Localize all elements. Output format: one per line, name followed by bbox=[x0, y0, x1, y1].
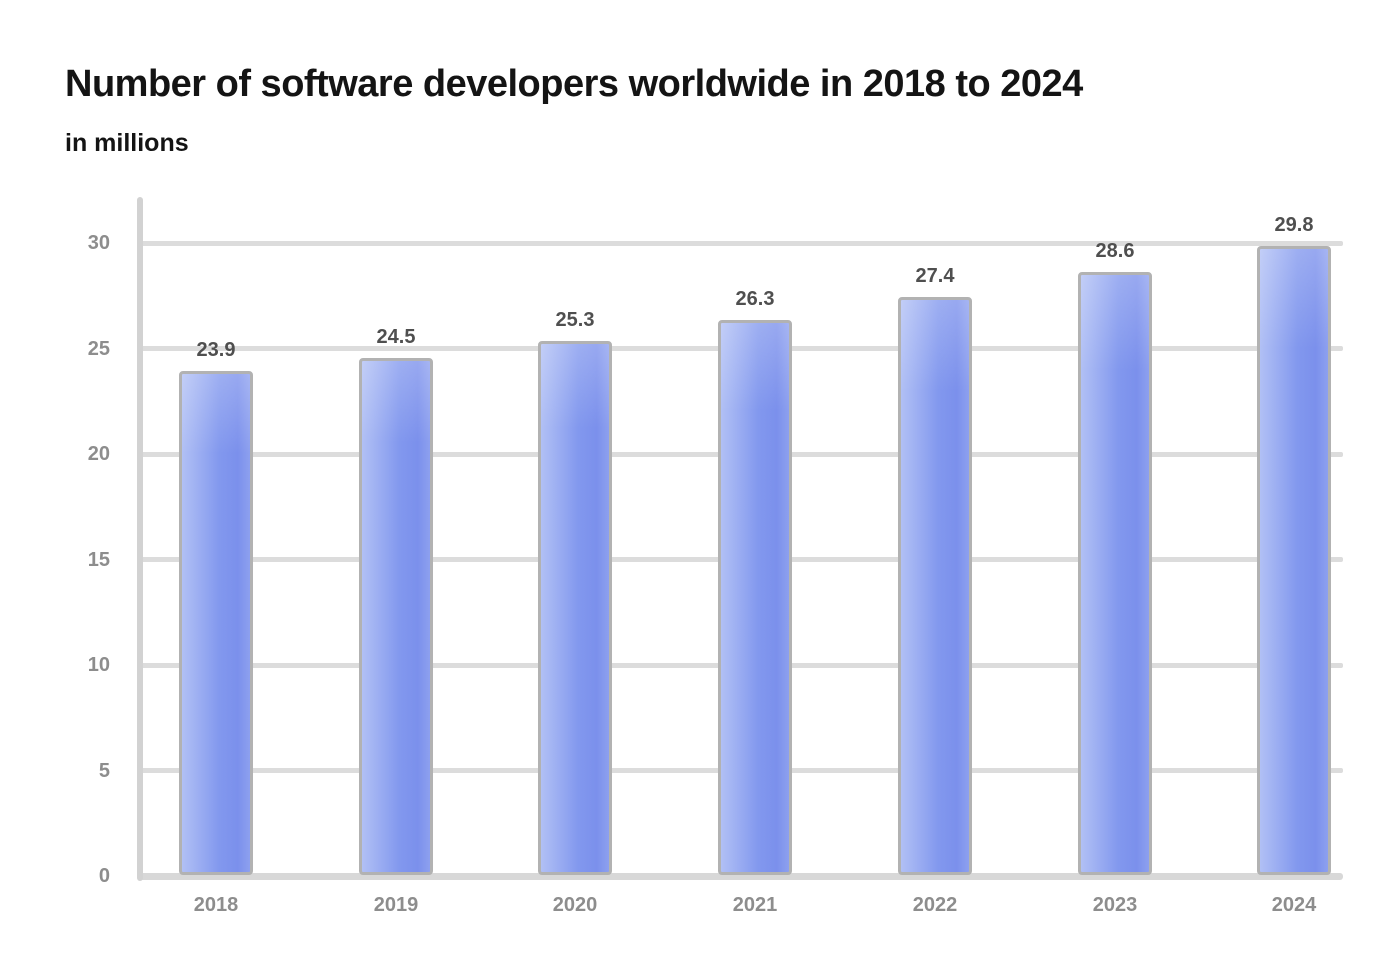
bar bbox=[718, 320, 792, 875]
y-tick-label: 10 bbox=[87, 654, 110, 676]
y-tick-label: 25 bbox=[87, 338, 110, 360]
y-tick-label: 20 bbox=[87, 443, 110, 465]
x-tick-label: 2022 bbox=[912, 894, 958, 916]
bar bbox=[1078, 272, 1152, 875]
bar-value-label: 24.5 bbox=[376, 326, 416, 348]
bar bbox=[1257, 246, 1331, 875]
x-tick-label: 2021 bbox=[732, 894, 778, 916]
chart-title: Number of software developers worldwide … bbox=[65, 63, 1083, 105]
y-tick-label: 0 bbox=[98, 865, 110, 887]
y-axis-line bbox=[137, 197, 143, 881]
y-tick-label: 5 bbox=[98, 760, 110, 782]
bar bbox=[359, 358, 433, 875]
bar-value-label: 27.4 bbox=[915, 265, 955, 287]
bar-value-label: 23.9 bbox=[196, 339, 236, 361]
bar bbox=[538, 341, 612, 875]
bar-value-label: 26.3 bbox=[735, 288, 775, 310]
y-tick-label: 30 bbox=[87, 232, 110, 254]
x-tick-label: 2020 bbox=[552, 894, 598, 916]
bar-value-label: 25.3 bbox=[555, 309, 595, 331]
x-tick-label: 2024 bbox=[1271, 894, 1317, 916]
x-tick-label: 2019 bbox=[373, 894, 419, 916]
gridline bbox=[137, 241, 1343, 246]
bar bbox=[898, 297, 972, 875]
x-axis-line bbox=[137, 873, 1343, 880]
bar-value-label: 29.8 bbox=[1274, 214, 1314, 236]
x-tick-label: 2018 bbox=[193, 894, 239, 916]
bar bbox=[179, 371, 253, 875]
y-tick-label: 15 bbox=[87, 549, 110, 571]
bar-value-label: 28.6 bbox=[1095, 240, 1135, 262]
x-tick-label: 2023 bbox=[1092, 894, 1138, 916]
chart-subtitle: in millions bbox=[65, 129, 189, 157]
